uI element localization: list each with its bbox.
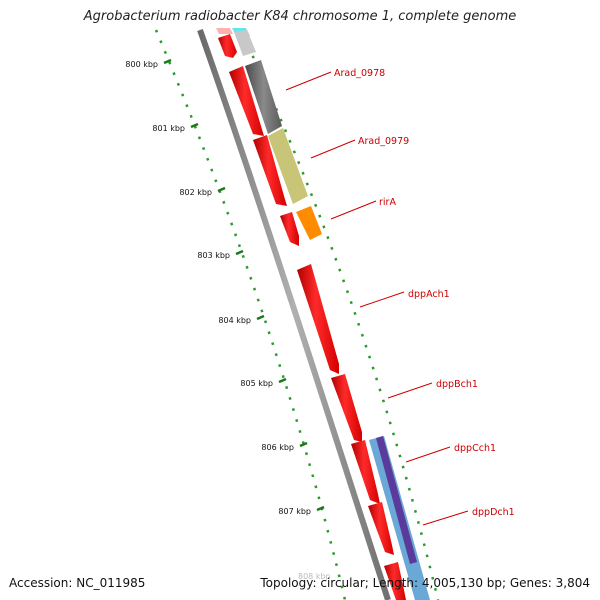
- cds-arrow: [280, 212, 299, 246]
- cds-arrow: [368, 502, 394, 555]
- gene-label[interactable]: dppDch1: [472, 507, 515, 518]
- cds-arrow: [253, 135, 287, 206]
- kbp-tick-mark: [190, 122, 199, 129]
- gene-callout-line: [359, 291, 405, 308]
- gene-label[interactable]: rirA: [379, 197, 396, 208]
- kbp-tick-label: 801 kbp: [152, 124, 185, 133]
- gc-content-track: [241, 34, 440, 600]
- map-title: Agrobacterium radiobacter K84 chromosome…: [83, 9, 517, 24]
- purple-feature: [376, 436, 417, 564]
- gene-label[interactable]: dppAch1: [408, 289, 450, 300]
- kbp-tick-mark: [316, 505, 325, 512]
- kbp-tick-label: 804 kbp: [218, 316, 251, 325]
- gray-feature: [245, 60, 282, 134]
- gene-label[interactable]: dppCch1: [454, 443, 496, 454]
- cds-arrow: [297, 264, 339, 374]
- cds-arrow: [351, 440, 380, 504]
- gene-callout-line: [387, 382, 433, 399]
- orange-feature: [296, 206, 322, 240]
- cds-arrow: [384, 562, 406, 600]
- topology-info: Topology: circular; Length: 4,005,130 bp…: [260, 576, 590, 590]
- gene-callout-line: [422, 510, 469, 526]
- kbp-tick-mark: [256, 314, 265, 321]
- kbp-tick-label: 800 kbp: [125, 60, 158, 69]
- kbp-tick-label: 803 kbp: [197, 251, 230, 260]
- kbp-tick-label: 806 kbp: [261, 443, 294, 452]
- kbp-tick-mark: [235, 249, 244, 256]
- kbp-tick-label: 807 kbp: [278, 507, 311, 516]
- cds-arrow: [218, 34, 237, 58]
- gene-label[interactable]: Arad_0979: [358, 136, 409, 147]
- kbp-tick-mark: [163, 58, 172, 65]
- kbp-tick-mark: [278, 377, 287, 384]
- cds-arrow: [331, 374, 362, 442]
- kbp-tick-mark: [299, 441, 308, 448]
- gene-callout-line: [405, 446, 451, 463]
- pink-feature: [216, 28, 233, 34]
- cds-arrow: [229, 66, 264, 136]
- accession-text: Accession: NC_011985: [9, 576, 146, 590]
- chromosome-backbone: [197, 29, 391, 600]
- faded-tick-label: 808 kbp: [298, 572, 331, 581]
- gene-label[interactable]: dppBch1: [436, 379, 478, 390]
- gene-callout-line: [285, 71, 332, 91]
- khaki-feature: [268, 128, 308, 204]
- light-gray-feature: [234, 30, 256, 56]
- kbp-tick-label: 802 kbp: [179, 188, 212, 197]
- kbp-tick-label: 805 kbp: [240, 379, 273, 388]
- gene-callout-line: [330, 200, 377, 220]
- kbp-tick-mark: [217, 186, 226, 193]
- gene-label[interactable]: Arad_0978: [334, 68, 385, 79]
- gene-callout-line: [310, 139, 356, 159]
